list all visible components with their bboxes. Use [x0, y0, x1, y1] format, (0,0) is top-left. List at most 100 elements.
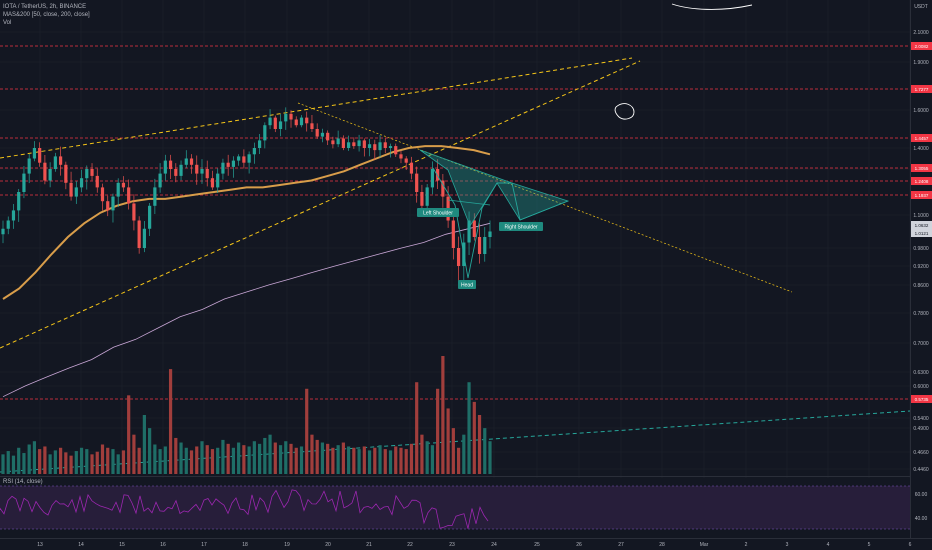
price-level-tag[interactable] [911, 221, 932, 229]
volume-bar[interactable] [111, 449, 115, 474]
candle-body[interactable] [205, 169, 209, 179]
volume-bar[interactable] [132, 434, 136, 474]
volume-bar[interactable] [53, 450, 57, 474]
candle-body[interactable] [64, 164, 68, 183]
volume-bar[interactable] [472, 401, 476, 474]
volume-bar[interactable] [451, 428, 455, 474]
volume-bar[interactable] [210, 449, 215, 474]
volume-bar[interactable] [367, 450, 372, 474]
candle-body[interactable] [331, 140, 335, 145]
candle-body[interactable] [27, 158, 31, 174]
volume-bar[interactable] [310, 434, 314, 474]
candle-body[interactable] [158, 173, 162, 188]
volume-bar[interactable] [179, 442, 183, 474]
candle-body[interactable] [320, 132, 325, 137]
volume-bar[interactable] [456, 447, 461, 474]
volume-bar[interactable] [284, 441, 288, 474]
volume-bar[interactable] [11, 455, 16, 474]
volume-bar[interactable] [362, 446, 366, 474]
candle-body[interactable] [74, 187, 78, 197]
volume-bar[interactable] [158, 449, 162, 474]
ma200-line[interactable] [2, 222, 491, 398]
volume-bar[interactable] [247, 446, 251, 474]
descending-trend-line[interactable] [297, 102, 793, 293]
pattern-outline[interactable] [432, 167, 569, 279]
volume-bar[interactable] [38, 449, 42, 474]
candle-body[interactable] [216, 173, 220, 188]
volume-bar[interactable] [22, 453, 26, 474]
candle-body[interactable] [174, 169, 178, 176]
volume-bar[interactable] [462, 434, 466, 474]
candle-body[interactable] [441, 180, 445, 197]
candle-body[interactable] [168, 160, 173, 169]
volume-bar[interactable] [378, 445, 382, 474]
candle-body[interactable] [148, 205, 152, 229]
volume-bar[interactable] [326, 443, 330, 474]
upper-channel-line[interactable] [0, 57, 633, 159]
candle-body[interactable] [273, 117, 277, 129]
volume-bar[interactable] [436, 388, 440, 474]
volume-bar[interactable] [331, 447, 335, 474]
price-level-tag[interactable] [911, 85, 932, 93]
volume-bar[interactable] [200, 441, 204, 474]
right-shoulder-badge[interactable] [499, 222, 543, 231]
candle-body[interactable] [268, 117, 272, 126]
hand-drawn-arc[interactable] [671, 3, 753, 10]
volume-bar[interactable] [168, 369, 173, 474]
price-level-tag[interactable] [911, 177, 932, 185]
volume-bar[interactable] [142, 415, 146, 474]
candle-body[interactable] [221, 162, 225, 174]
candle-body[interactable] [226, 162, 230, 167]
volume-bar[interactable] [153, 444, 157, 475]
volume-bar[interactable] [394, 446, 398, 474]
volume-bar[interactable] [43, 446, 47, 474]
candle-body[interactable] [32, 148, 37, 159]
volume-bar[interactable] [184, 447, 188, 474]
candle-body[interactable] [210, 178, 215, 188]
volume-bar[interactable] [74, 451, 78, 474]
volume-bar[interactable] [425, 441, 429, 474]
rsi-indicator-label[interactable]: RSI (14, close) [3, 479, 43, 485]
candle-body[interactable] [373, 144, 377, 151]
volume-bar[interactable] [231, 447, 236, 474]
volume-bar[interactable] [242, 445, 246, 474]
volume-bar[interactable] [48, 454, 52, 474]
candle-body[interactable] [179, 164, 183, 176]
volume-bar[interactable] [106, 447, 110, 474]
volume-bar[interactable] [467, 382, 471, 474]
candle-body[interactable] [184, 158, 188, 165]
volume-bar[interactable] [383, 449, 387, 474]
candle-body[interactable] [95, 175, 99, 188]
candle-body[interactable] [409, 162, 414, 174]
volume-bar[interactable] [415, 382, 419, 474]
candle-body[interactable] [378, 142, 382, 151]
volume-bar[interactable] [347, 446, 351, 474]
candle-body[interactable] [237, 156, 241, 161]
volume-bar[interactable] [163, 446, 167, 474]
volume-bar[interactable] [100, 444, 105, 475]
candle-body[interactable] [263, 125, 267, 141]
candle-body[interactable] [231, 160, 236, 167]
candle-body[interactable] [59, 156, 63, 165]
volume-bar[interactable] [27, 444, 31, 475]
candle-body[interactable] [116, 182, 120, 197]
candle-body[interactable] [352, 142, 356, 147]
candle-body[interactable] [394, 146, 398, 155]
volume-bar[interactable] [221, 439, 225, 474]
volume-bar[interactable] [268, 434, 272, 474]
candle-body[interactable] [1, 228, 5, 235]
volume-bar[interactable] [477, 415, 482, 474]
candle-body[interactable] [79, 178, 84, 188]
price-level-tag[interactable] [911, 229, 932, 237]
candle-body[interactable] [111, 196, 115, 211]
candle-body[interactable] [200, 169, 204, 174]
candle-body[interactable] [53, 156, 57, 169]
candle-body[interactable] [436, 169, 440, 181]
volume-bar[interactable] [352, 447, 356, 474]
price-level-tag[interactable] [911, 134, 932, 142]
lower-channel-line[interactable] [0, 60, 641, 349]
candle-body[interactable] [425, 187, 429, 206]
candle-body[interactable] [456, 248, 461, 266]
candle-body[interactable] [100, 187, 105, 202]
candle-body[interactable] [336, 138, 340, 145]
